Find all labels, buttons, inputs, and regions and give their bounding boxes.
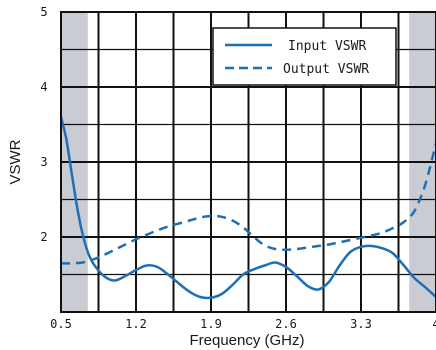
legend: Input VSWR Output VSWR xyxy=(212,27,397,86)
series-lines xyxy=(59,116,436,300)
y-tick-label: 2 xyxy=(40,230,47,244)
plot-frame xyxy=(60,11,436,313)
series-line-input-vswr xyxy=(59,116,436,300)
y-axis-label: VSWR xyxy=(7,139,24,184)
x-tick-labels: 0.5 1.2 1.9 2.6 3.3 4 xyxy=(50,317,436,331)
y-tick-label: 4 xyxy=(40,80,47,94)
series-line-output-vswr xyxy=(60,142,436,265)
y-tick-labels: 2 3 4 5 xyxy=(40,5,47,244)
x-tick-label: 4 xyxy=(432,317,436,331)
legend-entry-input: Input VSWR xyxy=(288,39,366,54)
y-tick-label: 3 xyxy=(40,155,47,169)
legend-entry-output: Output VSWR xyxy=(283,62,369,77)
x-axis-label: Frequency (GHz) xyxy=(189,332,304,349)
x-tick-label: 0.5 xyxy=(50,317,72,331)
x-tick-label: 1.9 xyxy=(200,317,222,331)
x-tick-label: 3.3 xyxy=(350,317,372,331)
x-tick-label: 1.2 xyxy=(125,317,147,331)
x-tick-label: 2.6 xyxy=(275,317,297,331)
y-tick-label: 5 xyxy=(40,5,47,19)
legend-box xyxy=(212,27,397,86)
